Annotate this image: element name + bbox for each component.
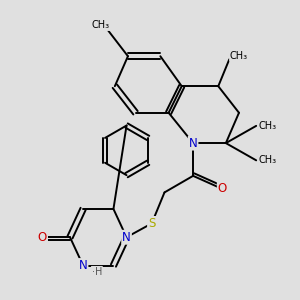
Text: ·H: ·H bbox=[92, 267, 102, 277]
Text: N: N bbox=[122, 231, 131, 244]
Text: S: S bbox=[148, 217, 155, 230]
Text: CH₃: CH₃ bbox=[230, 51, 248, 61]
Text: N: N bbox=[189, 136, 197, 150]
Text: O: O bbox=[218, 182, 227, 196]
Text: CH₃: CH₃ bbox=[258, 121, 276, 131]
Text: O: O bbox=[38, 231, 47, 244]
Text: CH₃: CH₃ bbox=[258, 155, 276, 165]
Text: CH₃: CH₃ bbox=[92, 20, 110, 30]
Text: N: N bbox=[79, 259, 88, 272]
